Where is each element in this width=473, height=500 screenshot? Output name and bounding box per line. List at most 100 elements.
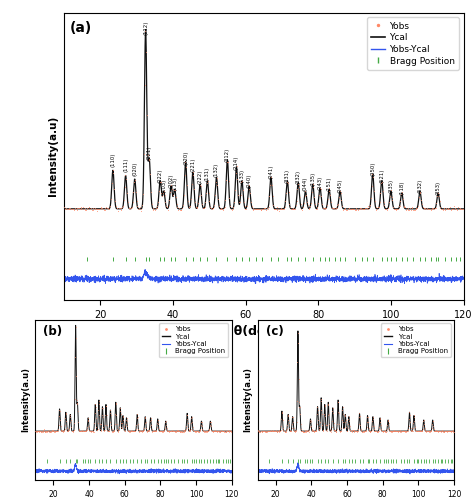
Point (173, 428, 181, 436)
Point (221, 428, 229, 436)
Point (34, 428, 42, 436)
Point (219, 206, 227, 214)
Point (47, 428, 55, 436)
Point (454, 206, 461, 214)
Point (223, 428, 230, 436)
Point (389, 427, 397, 435)
Point (162, 417, 170, 425)
Point (301, 428, 309, 436)
Point (159, 189, 167, 197)
Point (110, 185, 118, 193)
Point (91, 400, 99, 408)
Point (213, 174, 220, 182)
Point (153, 204, 160, 212)
Point (101, 426, 108, 434)
Point (285, 420, 293, 428)
Point (101, 421, 109, 429)
Point (378, 427, 386, 435)
Point (214, 181, 221, 189)
Point (213, 426, 221, 434)
Point (169, 427, 177, 435)
Point (362, 204, 370, 212)
Point (131, 426, 139, 434)
Point (124, 427, 132, 435)
Point (134, 204, 142, 212)
Point (118, 420, 126, 428)
Point (215, 202, 223, 210)
Point (131, 178, 138, 186)
Point (419, 424, 427, 432)
Point (392, 427, 399, 435)
Point (348, 428, 355, 436)
Point (406, 418, 414, 426)
Point (375, 202, 383, 210)
Point (283, 426, 290, 434)
Point (272, 205, 280, 213)
Point (296, 402, 303, 410)
Point (161, 425, 168, 433)
Point (33, 427, 40, 435)
Point (424, 205, 431, 213)
Point (174, 427, 182, 435)
Point (363, 424, 370, 432)
Point (279, 204, 287, 212)
Point (451, 204, 459, 212)
Point (198, 190, 205, 198)
Point (78, 426, 86, 434)
Point (149, 204, 157, 212)
Text: (a): (a) (70, 21, 92, 35)
Point (145, 426, 153, 434)
Point (327, 427, 334, 435)
Point (410, 413, 418, 421)
Point (120, 422, 128, 430)
Point (200, 428, 207, 436)
Point (306, 418, 314, 426)
Point (333, 425, 341, 433)
Point (40, 426, 47, 434)
Point (346, 205, 354, 213)
Point (385, 204, 392, 212)
Point (201, 203, 209, 211)
Point (441, 206, 449, 214)
Point (145, 427, 152, 435)
Point (165, 427, 173, 435)
Point (352, 427, 359, 435)
Point (380, 427, 387, 435)
Point (376, 198, 384, 206)
Point (259, 426, 267, 434)
Point (319, 426, 326, 434)
Point (193, 204, 201, 212)
Point (224, 428, 232, 436)
Point (324, 400, 332, 408)
Point (201, 427, 208, 435)
Point (309, 427, 317, 435)
Point (51, 426, 59, 434)
Point (120, 196, 128, 204)
Point (232, 170, 239, 177)
Point (338, 406, 346, 414)
Point (165, 201, 172, 209)
Point (309, 183, 317, 191)
Text: (044): (044) (303, 177, 308, 192)
Point (272, 427, 279, 435)
Point (102, 402, 110, 410)
Point (182, 426, 189, 434)
Point (215, 426, 222, 434)
Point (128, 426, 135, 434)
Point (80, 428, 88, 436)
Point (394, 427, 402, 435)
Point (307, 202, 314, 210)
Point (150, 426, 158, 434)
Point (107, 412, 114, 420)
Point (330, 426, 338, 434)
Point (170, 186, 178, 194)
Point (359, 428, 367, 436)
Point (290, 426, 298, 434)
Point (207, 418, 214, 426)
Point (183, 415, 191, 423)
Point (275, 428, 282, 436)
Point (425, 206, 432, 214)
Point (256, 428, 263, 436)
Point (396, 428, 403, 436)
Point (326, 427, 334, 435)
